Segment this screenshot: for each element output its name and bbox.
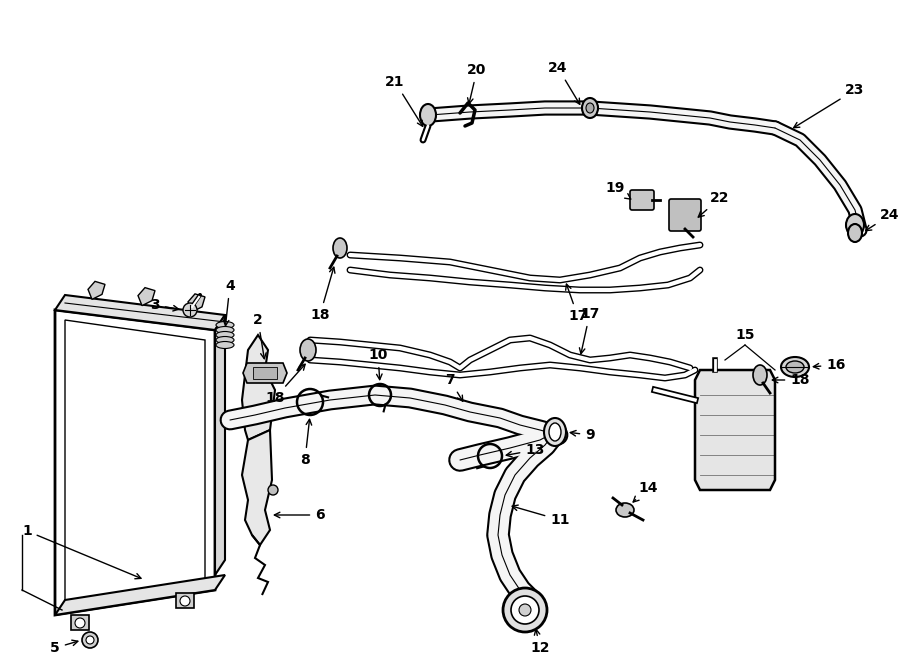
Text: 7: 7 <box>446 373 463 401</box>
Ellipse shape <box>616 503 634 517</box>
Polygon shape <box>243 363 287 383</box>
Text: 1: 1 <box>22 524 141 579</box>
Text: 14: 14 <box>633 481 658 502</box>
Text: 21: 21 <box>385 75 423 126</box>
Text: 4: 4 <box>223 279 235 326</box>
Circle shape <box>180 596 190 606</box>
Ellipse shape <box>846 214 864 236</box>
Polygon shape <box>55 575 225 615</box>
Circle shape <box>268 485 278 495</box>
Ellipse shape <box>781 357 809 377</box>
Text: 3: 3 <box>150 298 179 312</box>
Ellipse shape <box>300 339 316 361</box>
Text: 24: 24 <box>548 61 580 104</box>
Ellipse shape <box>333 238 347 258</box>
Polygon shape <box>215 315 225 575</box>
Polygon shape <box>253 367 277 379</box>
Text: 9: 9 <box>571 428 595 442</box>
Polygon shape <box>242 430 272 545</box>
Ellipse shape <box>586 103 594 113</box>
Circle shape <box>75 618 85 628</box>
Ellipse shape <box>216 332 234 338</box>
Bar <box>71 615 89 630</box>
Ellipse shape <box>582 98 598 118</box>
Text: 18: 18 <box>266 364 305 405</box>
Text: 18: 18 <box>772 373 810 387</box>
Ellipse shape <box>549 423 561 441</box>
Polygon shape <box>188 294 205 312</box>
Polygon shape <box>138 288 155 305</box>
Text: 10: 10 <box>368 348 388 379</box>
Polygon shape <box>242 335 275 440</box>
Polygon shape <box>695 370 775 490</box>
Circle shape <box>511 596 539 624</box>
Text: 20: 20 <box>467 63 487 104</box>
Ellipse shape <box>848 224 862 242</box>
Text: 23: 23 <box>794 83 865 128</box>
Text: 8: 8 <box>300 419 311 467</box>
Circle shape <box>183 303 197 317</box>
Text: 15: 15 <box>735 328 755 342</box>
Circle shape <box>86 636 94 644</box>
Ellipse shape <box>786 361 804 373</box>
Text: 6: 6 <box>274 508 325 522</box>
Polygon shape <box>88 282 105 299</box>
Text: 19: 19 <box>606 181 631 199</box>
Text: 22: 22 <box>698 191 730 217</box>
Text: 17: 17 <box>580 307 599 354</box>
Text: 13: 13 <box>507 443 544 457</box>
Ellipse shape <box>216 336 234 344</box>
Text: 18: 18 <box>310 267 335 322</box>
Polygon shape <box>55 295 225 330</box>
Bar <box>176 593 194 608</box>
FancyBboxPatch shape <box>669 199 701 231</box>
Ellipse shape <box>216 342 234 348</box>
Text: 11: 11 <box>512 505 570 527</box>
Circle shape <box>82 632 98 648</box>
Text: 2: 2 <box>253 313 266 359</box>
Ellipse shape <box>216 327 234 334</box>
Text: 24: 24 <box>866 208 900 231</box>
Text: 12: 12 <box>530 629 550 655</box>
Circle shape <box>519 604 531 616</box>
Ellipse shape <box>544 418 566 446</box>
Text: 5: 5 <box>50 640 78 655</box>
Circle shape <box>503 588 547 632</box>
Ellipse shape <box>420 104 436 126</box>
FancyBboxPatch shape <box>630 190 654 210</box>
Ellipse shape <box>216 321 234 329</box>
Text: 17: 17 <box>566 284 588 323</box>
Text: 16: 16 <box>814 358 846 372</box>
Polygon shape <box>55 310 215 615</box>
Ellipse shape <box>753 365 767 385</box>
